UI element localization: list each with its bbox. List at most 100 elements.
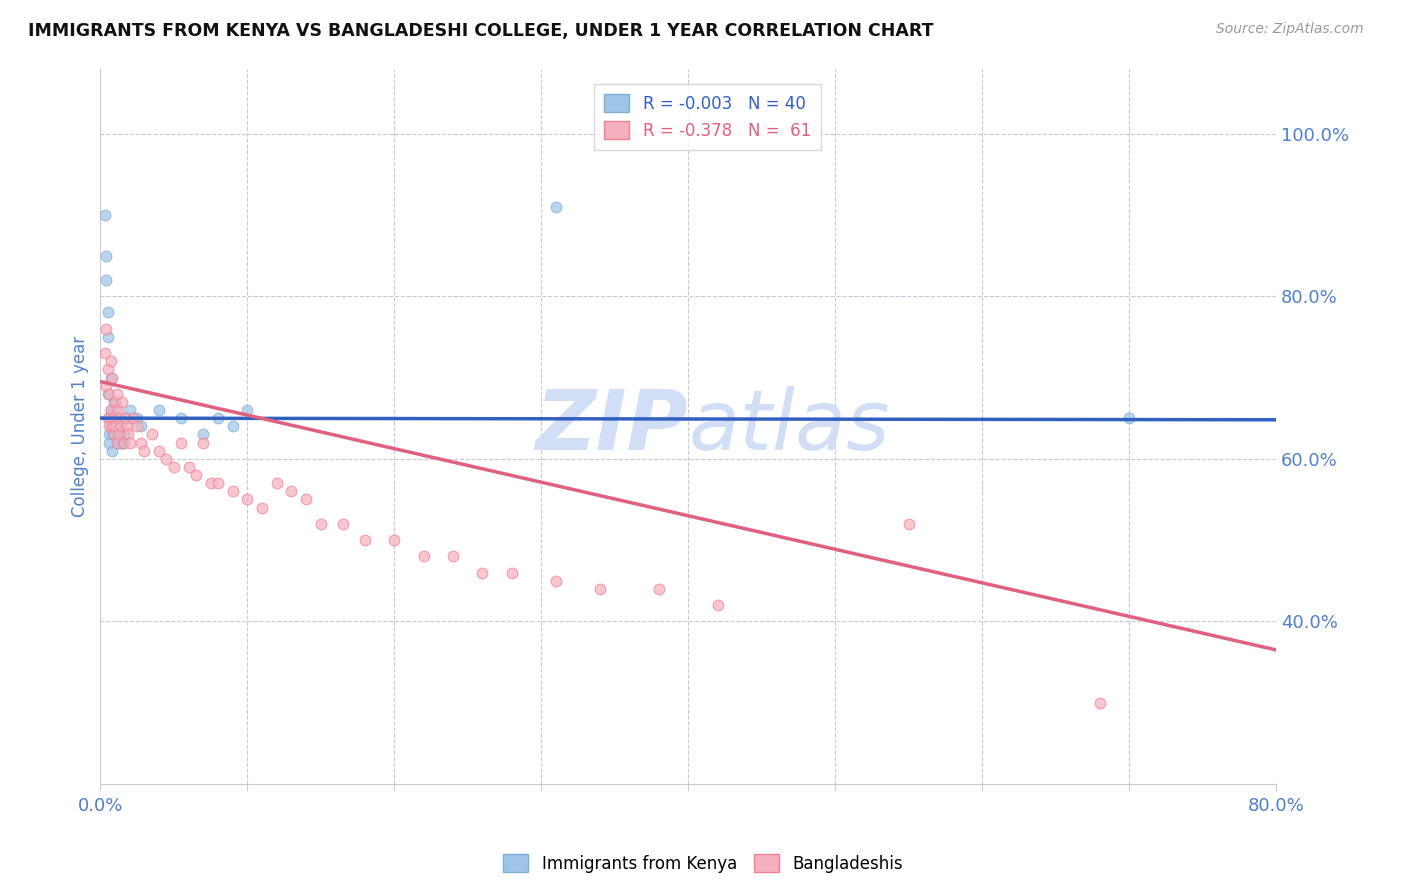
Point bbox=[96, 248, 118, 262]
Point bbox=[131, 419, 153, 434]
Point bbox=[108, 427, 131, 442]
Point bbox=[131, 435, 153, 450]
Point bbox=[107, 435, 129, 450]
Point bbox=[98, 419, 121, 434]
Point bbox=[412, 549, 434, 564]
Point bbox=[115, 411, 138, 425]
Point bbox=[112, 435, 135, 450]
Point bbox=[105, 411, 128, 425]
Point bbox=[103, 427, 125, 442]
Point bbox=[96, 273, 118, 287]
Point bbox=[114, 411, 136, 425]
Point bbox=[104, 395, 127, 409]
Point bbox=[184, 468, 207, 483]
Point bbox=[108, 427, 131, 442]
Point bbox=[134, 443, 156, 458]
Point bbox=[207, 476, 229, 491]
Point bbox=[101, 370, 124, 384]
Point bbox=[112, 427, 135, 442]
Point bbox=[101, 427, 124, 442]
Point bbox=[101, 419, 124, 434]
Text: ZIP: ZIP bbox=[536, 386, 688, 467]
Point bbox=[897, 516, 920, 531]
Point bbox=[121, 411, 143, 425]
Point bbox=[98, 386, 121, 401]
Point bbox=[127, 411, 149, 425]
Point bbox=[148, 403, 170, 417]
Point bbox=[104, 411, 127, 425]
Point bbox=[648, 582, 671, 596]
Point bbox=[354, 533, 377, 548]
Point bbox=[104, 403, 127, 417]
Point bbox=[105, 386, 128, 401]
Point bbox=[236, 492, 259, 507]
Point bbox=[104, 419, 127, 434]
Point bbox=[170, 435, 193, 450]
Point bbox=[97, 386, 120, 401]
Point bbox=[117, 427, 139, 442]
Point bbox=[441, 549, 464, 564]
Point bbox=[1088, 696, 1111, 710]
Point bbox=[544, 200, 567, 214]
Point bbox=[103, 427, 125, 442]
Text: atlas: atlas bbox=[688, 386, 890, 467]
Point bbox=[332, 516, 354, 531]
Point bbox=[105, 427, 128, 442]
Point bbox=[141, 427, 163, 442]
Point bbox=[98, 411, 121, 425]
Point bbox=[111, 435, 134, 450]
Point bbox=[193, 427, 215, 442]
Point bbox=[1118, 411, 1140, 425]
Y-axis label: College, Under 1 year: College, Under 1 year bbox=[72, 335, 89, 516]
Point bbox=[589, 582, 612, 596]
Point bbox=[266, 476, 288, 491]
Point bbox=[382, 533, 405, 548]
Point bbox=[163, 459, 186, 474]
Point bbox=[100, 354, 122, 368]
Point bbox=[115, 419, 138, 434]
Point bbox=[118, 435, 141, 450]
Point bbox=[107, 403, 129, 417]
Point bbox=[309, 516, 332, 531]
Point bbox=[127, 419, 149, 434]
Point bbox=[97, 362, 120, 376]
Point bbox=[295, 492, 318, 507]
Point bbox=[100, 403, 122, 417]
Point bbox=[97, 330, 120, 344]
Point bbox=[177, 459, 200, 474]
Point bbox=[105, 435, 128, 450]
Point bbox=[98, 435, 121, 450]
Point bbox=[101, 443, 124, 458]
Point bbox=[501, 566, 523, 580]
Point bbox=[96, 322, 118, 336]
Point bbox=[97, 411, 120, 425]
Point bbox=[110, 419, 132, 434]
Point bbox=[103, 411, 125, 425]
Point bbox=[100, 419, 122, 434]
Point bbox=[104, 419, 127, 434]
Point bbox=[111, 395, 134, 409]
Point bbox=[170, 411, 193, 425]
Point bbox=[706, 598, 728, 612]
Point bbox=[544, 574, 567, 588]
Point bbox=[118, 403, 141, 417]
Point bbox=[221, 419, 243, 434]
Legend: Immigrants from Kenya, Bangladeshis: Immigrants from Kenya, Bangladeshis bbox=[496, 847, 910, 880]
Point bbox=[107, 419, 129, 434]
Point bbox=[100, 403, 122, 417]
Text: Source: ZipAtlas.com: Source: ZipAtlas.com bbox=[1216, 22, 1364, 37]
Point bbox=[280, 484, 302, 499]
Point bbox=[193, 435, 215, 450]
Point bbox=[471, 566, 494, 580]
Point bbox=[94, 208, 117, 222]
Point bbox=[94, 346, 117, 360]
Point bbox=[103, 395, 125, 409]
Point bbox=[155, 451, 177, 466]
Point bbox=[103, 411, 125, 425]
Point bbox=[200, 476, 222, 491]
Text: IMMIGRANTS FROM KENYA VS BANGLADESHI COLLEGE, UNDER 1 YEAR CORRELATION CHART: IMMIGRANTS FROM KENYA VS BANGLADESHI COL… bbox=[28, 22, 934, 40]
Point bbox=[207, 411, 229, 425]
Point bbox=[108, 411, 131, 425]
Point bbox=[148, 443, 170, 458]
Point bbox=[98, 427, 121, 442]
